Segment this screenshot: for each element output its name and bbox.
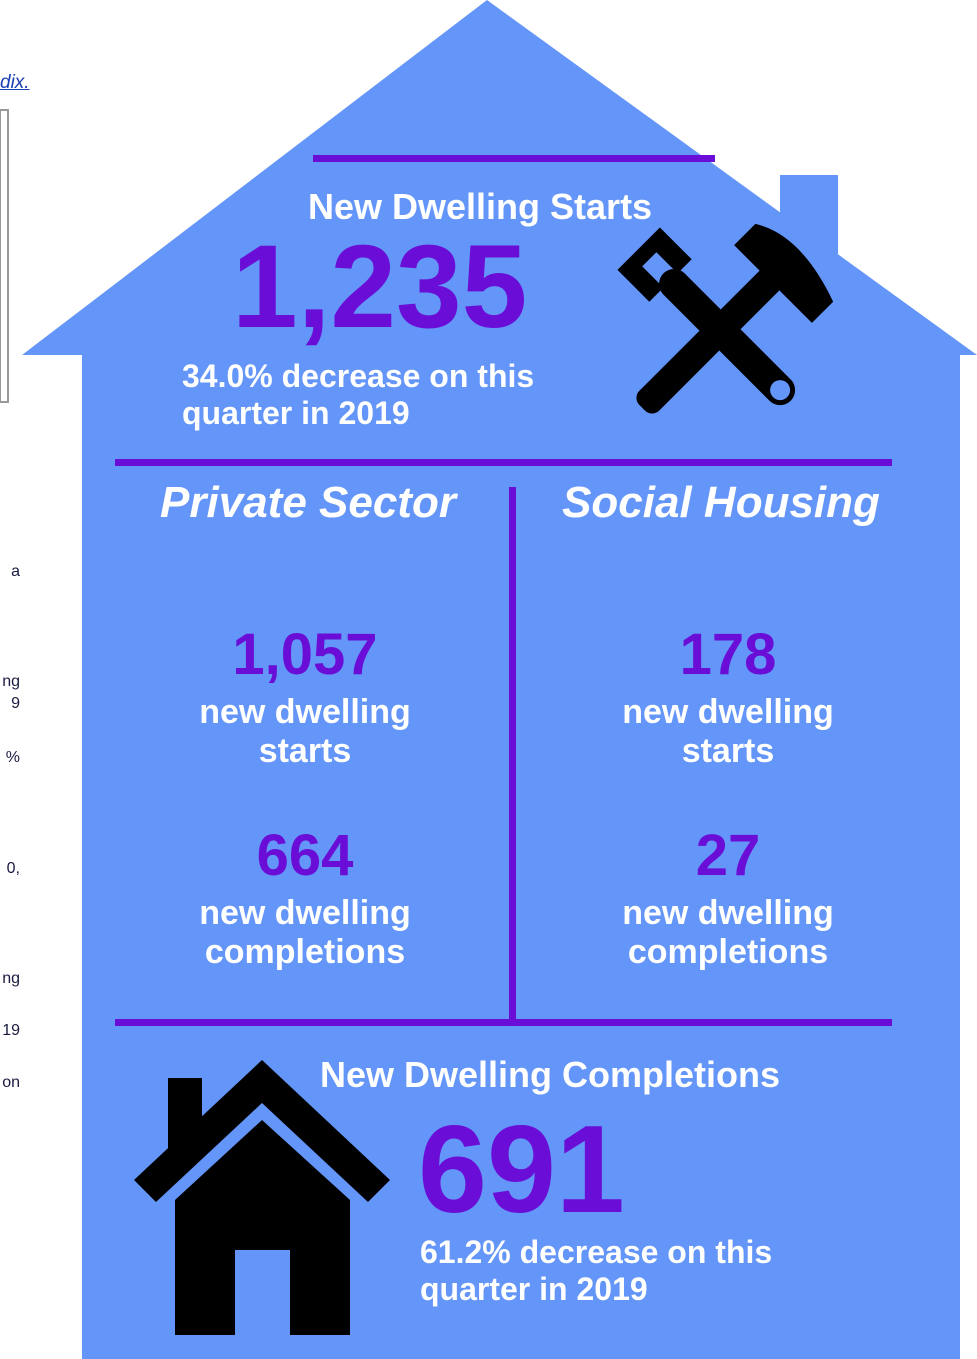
text-fragment: a: [11, 563, 20, 580]
text-fragment: on: [2, 1074, 20, 1091]
sector-starts: 1,057: [232, 622, 378, 687]
sector-starts-label: new dwelling starts: [199, 693, 411, 771]
text-fragment: ng: [2, 673, 20, 690]
divider: [313, 155, 715, 162]
sector-completions: 664: [256, 823, 354, 888]
text-fragment: %: [5, 749, 20, 766]
home-icon: [134, 1060, 390, 1335]
section-title: New Dwelling Completions: [320, 1054, 781, 1095]
sector-starts-label: new dwelling starts: [622, 693, 834, 771]
starts-total: 1,235: [232, 221, 528, 353]
link[interactable]: dix.: [0, 72, 30, 93]
roof: [22, 0, 977, 355]
sector-heading: Private Sector: [160, 478, 456, 527]
tools-icon: [617, 223, 834, 414]
text-fragment: ng: [2, 970, 20, 987]
divider: [115, 1019, 892, 1026]
sector-starts: 178: [679, 622, 777, 687]
text-fragment: 19: [2, 1022, 20, 1039]
side-box-edge: [0, 109, 9, 403]
sector-completions-label: new dwelling completions: [622, 894, 834, 972]
starts-change: 34.0% decrease on this quarter in 2019: [182, 358, 535, 431]
text-fragment: 9: [11, 695, 20, 712]
divider: [509, 487, 516, 1020]
completions-change: 61.2% decrease on this quarter in 2019: [420, 1234, 773, 1307]
text-fragment: 0,: [6, 860, 20, 877]
divider: [115, 459, 892, 466]
section-title: New Dwelling Starts: [308, 186, 653, 227]
sector-heading: Social Housing: [562, 478, 880, 527]
completions-total: 691: [418, 1101, 625, 1239]
sector-completions-label: new dwelling completions: [199, 894, 411, 972]
sector-completions: 27: [695, 823, 761, 888]
